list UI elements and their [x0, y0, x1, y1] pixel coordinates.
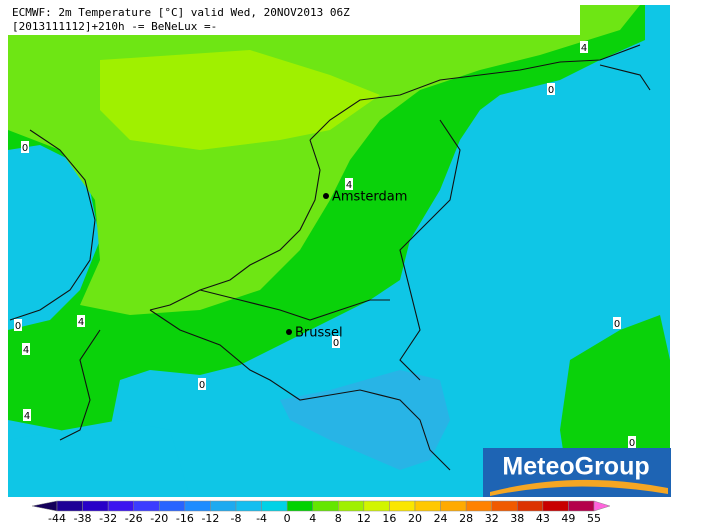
- zone-8-12: [100, 50, 380, 150]
- contour-label-box: [22, 343, 30, 355]
- header-line: ECMWF: 2m Temperature [°C] valid Wed, 20…: [12, 6, 350, 19]
- contour-label-box: [345, 178, 353, 190]
- legend-label: 16: [382, 512, 396, 525]
- legend-swatch: [440, 500, 467, 512]
- city-label: Brussel: [295, 326, 343, 341]
- coastline: [9, 129, 96, 321]
- contour-label-box: [332, 336, 340, 348]
- legend-label: -32: [99, 512, 117, 525]
- legend-swatch: [338, 500, 365, 512]
- country-border: [399, 119, 461, 381]
- zone-cold: [8, 145, 100, 330]
- zone-cold: [8, 420, 190, 497]
- coastline: [309, 44, 641, 141]
- legend-label: 24: [434, 512, 448, 525]
- contour-label: 4: [23, 345, 29, 356]
- legend-swatch: [286, 500, 313, 512]
- legend-label: -20: [150, 512, 168, 525]
- legend-swatch: [184, 500, 211, 512]
- legend-swatch: [210, 500, 237, 512]
- legend-swatch: [389, 500, 416, 512]
- legend-label: 4: [309, 512, 316, 525]
- legend-swatch: [56, 500, 83, 512]
- header-line: [2013111112]+210h -= BeNeLux =-: [12, 20, 217, 33]
- legend-label: 49: [561, 512, 575, 525]
- legend-swatch: [107, 500, 134, 512]
- legend-label: -16: [176, 512, 194, 525]
- zone-below-0: [280, 370, 450, 470]
- contour-label: 0: [629, 438, 635, 449]
- city-dot: [286, 329, 292, 335]
- contour-label-box: [14, 319, 22, 331]
- contour-label-box: [77, 315, 85, 327]
- contour-label: 0: [333, 338, 339, 349]
- contour-label-box: [21, 141, 29, 153]
- legend-label: -8: [231, 512, 242, 525]
- legend-label: -26: [125, 512, 143, 525]
- legend-label: -44: [48, 512, 66, 525]
- legend-swatch: [261, 500, 288, 512]
- legend-label: 43: [536, 512, 550, 525]
- legend-label: 55: [587, 512, 601, 525]
- legend-swatch: [82, 500, 109, 512]
- legend-label: 0: [284, 512, 291, 525]
- country-border: [149, 309, 451, 471]
- legend-swatch: [542, 500, 569, 512]
- contour-label: 4: [78, 317, 84, 328]
- legend-label: 20: [408, 512, 422, 525]
- legend-swatch: [312, 500, 339, 512]
- city-dot: [323, 193, 329, 199]
- legend-swatch: [363, 500, 390, 512]
- legend-label: 8: [335, 512, 342, 525]
- legend-label: -4: [256, 512, 267, 525]
- legend-label: 32: [485, 512, 499, 525]
- contour-label-box: [547, 83, 555, 95]
- country-border: [199, 289, 390, 321]
- legend-label: -38: [74, 512, 92, 525]
- contour-label-box: [613, 317, 621, 329]
- coastline: [59, 329, 101, 441]
- legend-swatch: [517, 500, 544, 512]
- legend-label: -12: [201, 512, 219, 525]
- logo-swoosh: [490, 479, 668, 496]
- contour-label: 0: [614, 319, 620, 330]
- legend-swatch: [159, 500, 186, 512]
- legend-arrow: [593, 500, 611, 512]
- contour-label: 4: [346, 180, 352, 191]
- contour-label: 0: [199, 380, 205, 391]
- coastline: [149, 139, 321, 311]
- legend-swatch: [133, 500, 160, 512]
- contour-label: 0: [548, 85, 554, 96]
- contour-label-box: [198, 378, 206, 390]
- logo-text: MeteoGroup: [502, 453, 649, 481]
- contour-label-box: [628, 436, 636, 448]
- contour-label-box: [23, 409, 31, 421]
- coastline: [599, 64, 651, 91]
- legend-swatch: [568, 500, 595, 512]
- legend-label: 12: [357, 512, 371, 525]
- legend-swatch: [235, 500, 262, 512]
- contour-label: 0: [22, 143, 28, 154]
- legend-swatch: [414, 500, 441, 512]
- contour-label-box: [580, 41, 588, 53]
- header-box: [8, 5, 580, 35]
- city-label: Amsterdam: [332, 190, 407, 205]
- legend-swatch: [491, 500, 518, 512]
- contour-label: 4: [581, 43, 587, 54]
- legend-swatch: [465, 500, 492, 512]
- contour-label: 0: [15, 321, 21, 332]
- legend-label: 38: [510, 512, 524, 525]
- contour-label: 4: [24, 411, 30, 422]
- legend-label: 28: [459, 512, 473, 525]
